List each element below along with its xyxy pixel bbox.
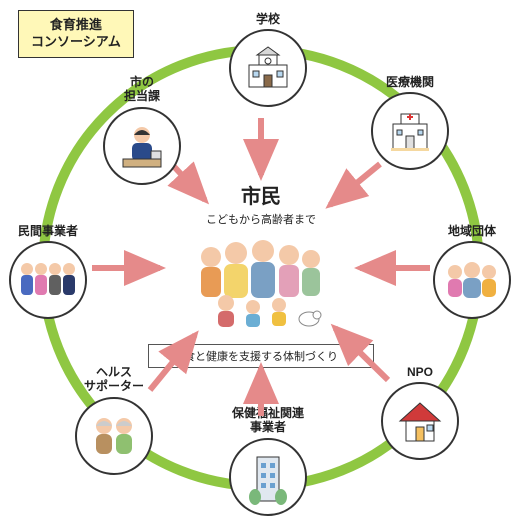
hospital-building-icon — [371, 92, 449, 170]
business-people-icon — [9, 241, 87, 319]
office-building-icon — [229, 438, 307, 516]
house-icon — [381, 382, 459, 460]
people-group-icon — [433, 241, 511, 319]
arrow-health — [150, 335, 195, 390]
school-building-icon — [229, 29, 307, 107]
diagram-canvas: 食育推進 コンソーシアム 市民 こどもから高齢者まで — [0, 0, 522, 524]
arrow-medical — [330, 164, 380, 205]
official-at-desk-icon — [103, 107, 181, 185]
elder-couple-icon — [75, 397, 153, 475]
arrow-npo — [335, 328, 388, 380]
